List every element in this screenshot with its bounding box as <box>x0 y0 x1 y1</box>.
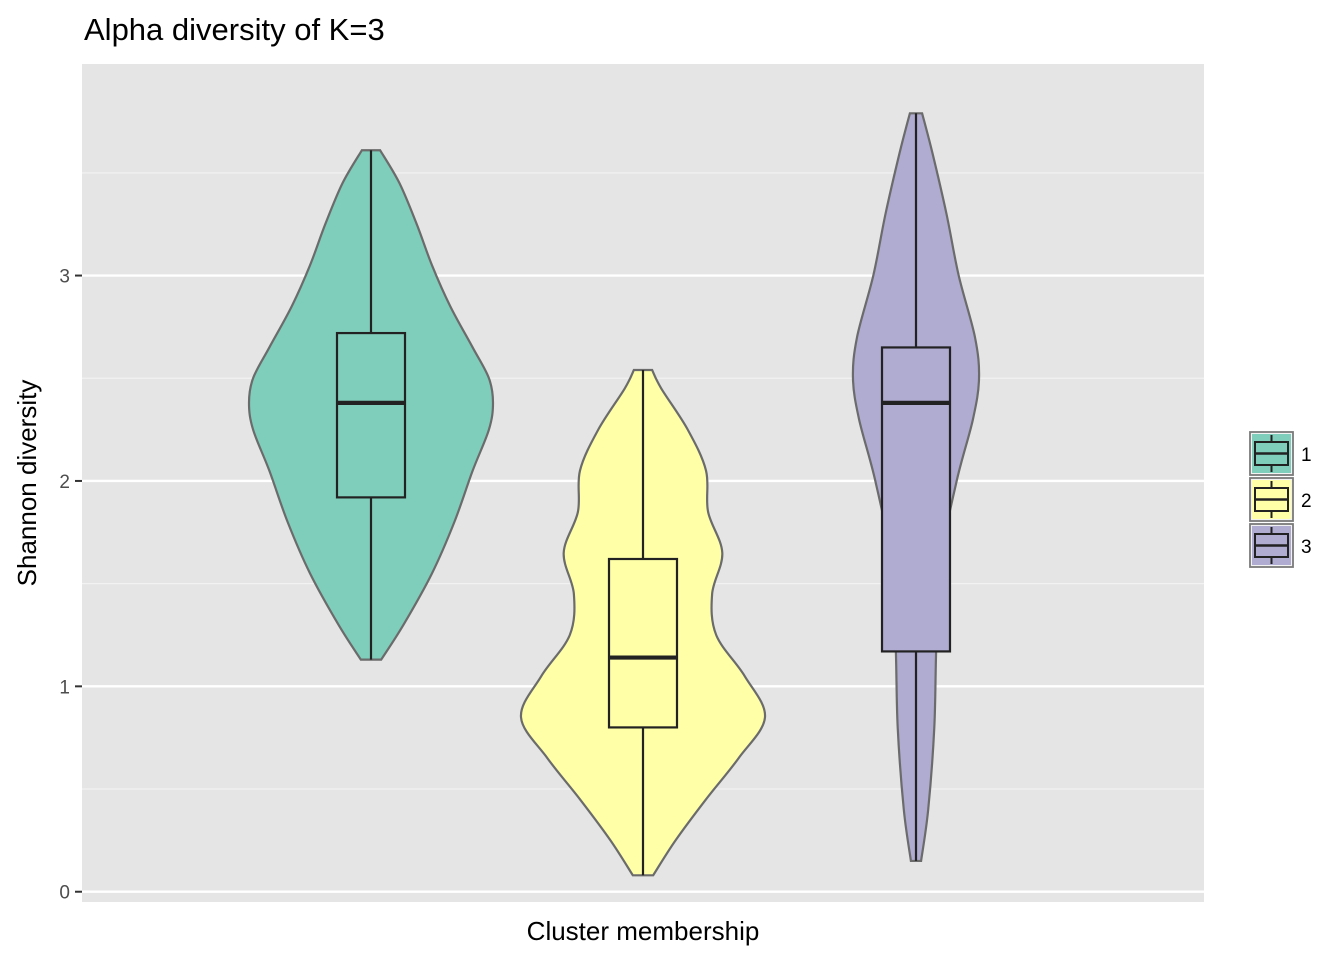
y-tick-label: 0 <box>59 883 70 904</box>
legend-label: 3 <box>1301 537 1312 558</box>
violin-group-2 <box>519 368 767 877</box>
legend: 1 2 3 <box>1249 431 1312 568</box>
box-3 <box>880 346 952 653</box>
legend-item-3: 3 <box>1249 523 1312 568</box>
legend-label: 1 <box>1301 445 1312 466</box>
legend-item-2: 2 <box>1249 477 1312 522</box>
y-axis-title: Shannon diversity <box>12 380 42 587</box>
violin-layer <box>247 112 981 877</box>
box-2 <box>607 557 679 729</box>
box-1 <box>335 331 407 499</box>
x-axis-title: Cluster membership <box>527 916 760 946</box>
legend-item-1: 1 <box>1249 431 1312 476</box>
y-tick-label: 3 <box>59 267 70 288</box>
y-tick-label: 1 <box>59 677 70 698</box>
y-axis: 0 1 2 3 <box>59 267 82 904</box>
violin-group-1 <box>247 149 495 661</box>
violin-group-3 <box>851 112 981 863</box>
legend-label: 2 <box>1301 491 1312 512</box>
chart-title: Alpha diversity of K=3 <box>84 12 385 47</box>
y-tick-label: 2 <box>59 472 70 493</box>
